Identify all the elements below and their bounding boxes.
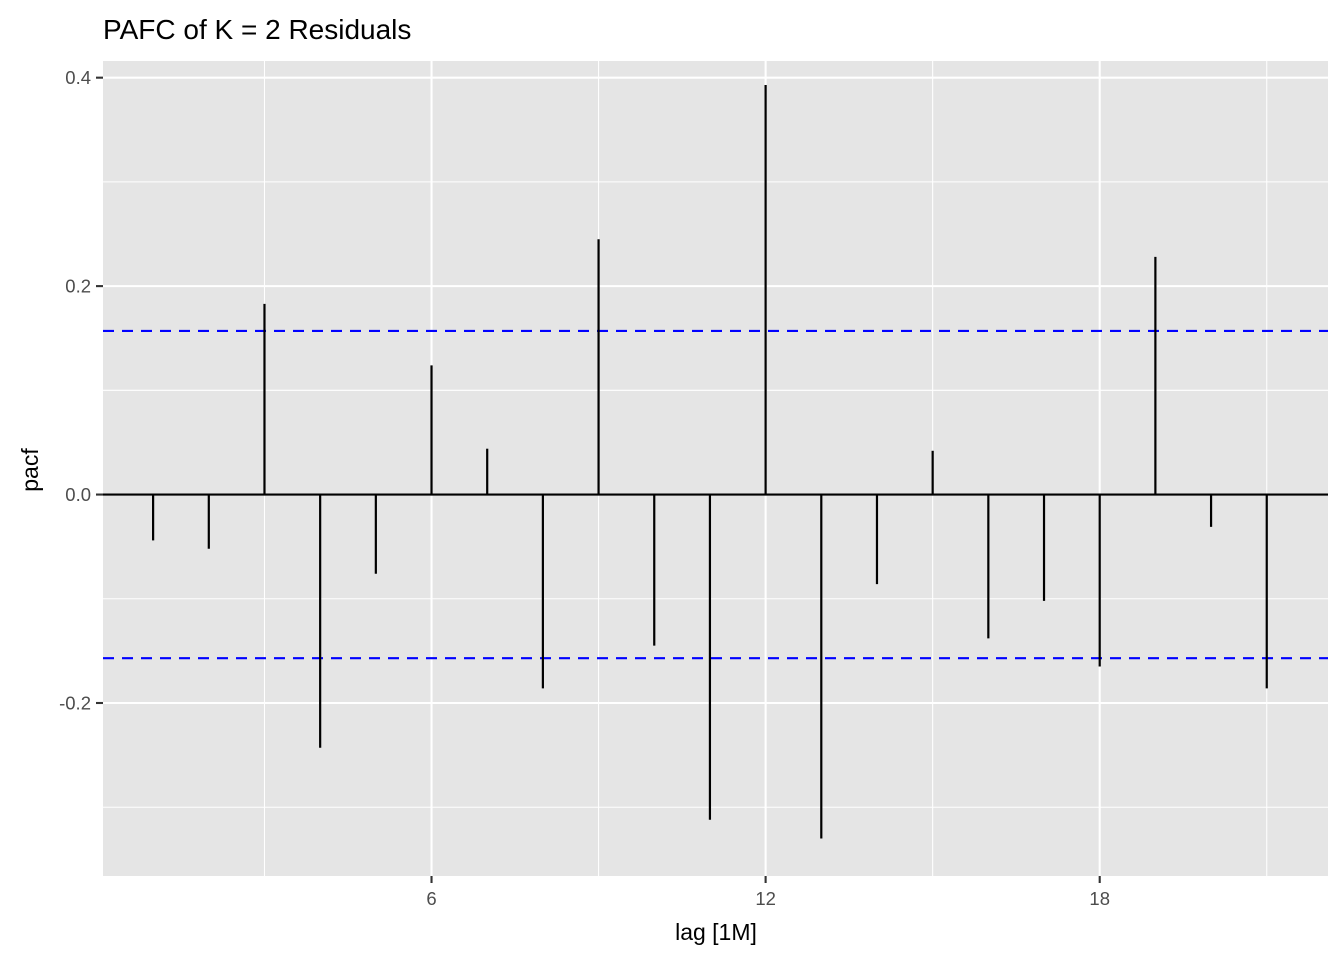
x-tick-label: 18: [1089, 888, 1110, 909]
axes: -0.2 0.0 0.2 0.4 6 12 18: [59, 67, 1110, 909]
pacf-stems: [152, 84, 1268, 839]
y-tick-label: 0.4: [65, 67, 91, 88]
y-axis-title: pacf: [17, 448, 43, 492]
x-tick-label: 12: [755, 888, 776, 909]
y-tick-label: 0.2: [65, 276, 91, 297]
y-tick-label: -0.2: [59, 692, 91, 713]
x-tick-label: 6: [426, 888, 436, 909]
chart-title: PAFC of K = 2 Residuals: [103, 14, 411, 45]
plot-panel: [103, 61, 1328, 876]
confidence-bounds: [103, 329, 1328, 660]
y-tick-label: 0.0: [65, 484, 91, 505]
x-axis-title: lag [1M]: [675, 919, 757, 945]
